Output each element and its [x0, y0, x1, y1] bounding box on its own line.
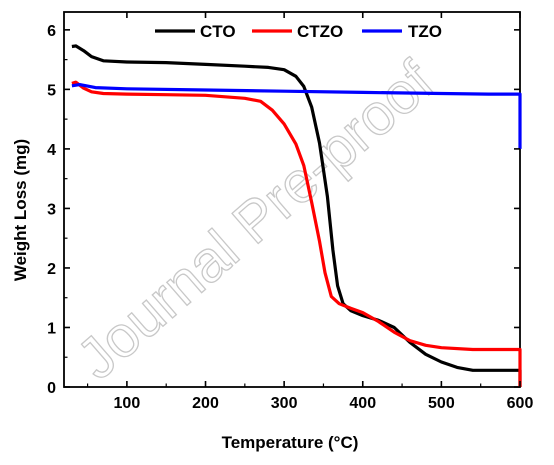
legend-label-ctzo: CTZO: [297, 22, 343, 41]
x-tick-label-200: 200: [192, 395, 219, 412]
legend-label-cto: CTO: [200, 22, 236, 41]
legend: CTO CTZO TZO: [155, 22, 442, 41]
y-tick-label-0: 0: [47, 380, 56, 397]
y-axis-title: Weight Loss (mg): [11, 139, 30, 281]
series-line-cto: [71, 44, 522, 387]
series-line-tzo: [71, 83, 522, 149]
plot-frame: [63, 11, 521, 388]
y-tick-label-2: 2: [47, 261, 56, 278]
x-tick-label-100: 100: [114, 395, 141, 412]
plot-area: [63, 11, 521, 388]
y-tick-label-3: 3: [47, 201, 56, 218]
y-tick-label-5: 5: [47, 82, 56, 99]
y-tick-label-1: 1: [47, 320, 56, 337]
y-axis: 0 1 2 3 4 5 6: [47, 23, 520, 397]
x-tick-label-300: 300: [271, 395, 298, 412]
legend-label-tzo: TZO: [408, 22, 442, 41]
x-tick-label-400: 400: [349, 395, 376, 412]
series-line-ctzo: [71, 80, 522, 387]
y-tick-label-6: 6: [47, 23, 56, 40]
y-tick-label-4: 4: [47, 142, 56, 159]
x-axis-title: Temperature (°C): [222, 433, 359, 452]
x-tick-label-500: 500: [428, 395, 455, 412]
x-tick-label-600: 600: [507, 395, 534, 412]
series-layer: [71, 44, 522, 387]
x-axis: 100 200 300 400 500 600: [86, 12, 534, 412]
